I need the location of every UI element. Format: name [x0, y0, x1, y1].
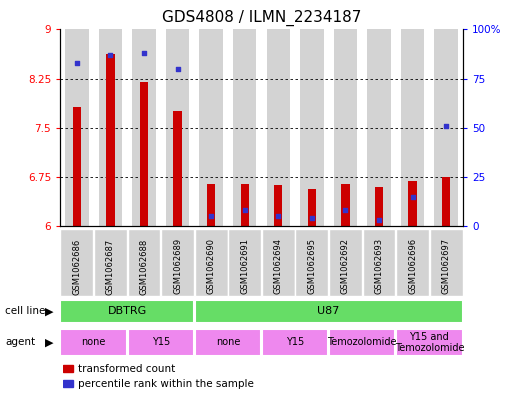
Text: GSM1062688: GSM1062688 — [140, 238, 149, 294]
Bar — [274, 185, 282, 226]
Bar — [161, 229, 194, 296]
Bar — [199, 29, 223, 226]
Bar — [367, 29, 391, 226]
Bar — [396, 229, 429, 296]
Bar — [429, 229, 462, 296]
Text: GSM1062691: GSM1062691 — [240, 238, 249, 294]
Bar — [375, 187, 383, 226]
Text: percentile rank within the sample: percentile rank within the sample — [78, 379, 254, 389]
Bar — [396, 329, 462, 356]
Point — [442, 123, 450, 129]
Text: DBTRG: DBTRG — [108, 307, 147, 316]
Bar — [233, 29, 256, 226]
Bar — [94, 229, 127, 296]
Bar — [241, 184, 249, 226]
Text: U87: U87 — [317, 307, 340, 316]
Text: Y15: Y15 — [152, 337, 170, 347]
Point — [375, 217, 383, 223]
Bar — [195, 229, 228, 296]
Bar — [128, 329, 194, 356]
Point — [308, 215, 316, 221]
Bar — [267, 29, 290, 226]
Point — [140, 50, 148, 56]
Bar — [99, 29, 122, 226]
Text: agent: agent — [5, 337, 36, 347]
Bar — [329, 329, 395, 356]
Bar — [195, 300, 462, 323]
Bar — [166, 29, 189, 226]
Bar — [300, 29, 324, 226]
Text: GSM1062697: GSM1062697 — [441, 238, 451, 294]
Text: GDS4808 / ILMN_2234187: GDS4808 / ILMN_2234187 — [162, 10, 361, 26]
Bar — [65, 29, 89, 226]
Bar — [341, 184, 349, 226]
Text: ▶: ▶ — [46, 307, 54, 316]
Text: GSM1062695: GSM1062695 — [308, 238, 316, 294]
Bar — [73, 107, 81, 226]
Point — [174, 66, 182, 72]
Bar — [63, 380, 73, 387]
Text: GSM1062690: GSM1062690 — [207, 238, 215, 294]
Bar — [195, 329, 261, 356]
Bar — [140, 82, 148, 226]
Bar — [442, 177, 450, 226]
Bar — [228, 229, 261, 296]
Text: ▶: ▶ — [46, 337, 54, 347]
Text: Temozolomide: Temozolomide — [327, 337, 397, 347]
Point — [106, 52, 115, 58]
Bar — [434, 29, 458, 226]
Bar — [128, 229, 161, 296]
Text: GSM1062687: GSM1062687 — [106, 238, 115, 294]
Point — [207, 213, 215, 219]
Point — [73, 60, 81, 66]
Point — [241, 207, 249, 213]
Bar — [408, 181, 417, 226]
Bar — [174, 111, 182, 226]
Bar — [362, 229, 395, 296]
Bar — [262, 329, 328, 356]
Text: GSM1062689: GSM1062689 — [173, 238, 182, 294]
Text: GSM1062694: GSM1062694 — [274, 238, 283, 294]
Bar — [132, 29, 156, 226]
Text: Y15: Y15 — [286, 337, 304, 347]
Bar — [61, 300, 194, 323]
Bar — [308, 189, 316, 226]
Bar — [207, 184, 215, 226]
Bar — [61, 329, 127, 356]
Bar — [401, 29, 424, 226]
Point — [408, 193, 417, 200]
Text: GSM1062686: GSM1062686 — [72, 238, 82, 294]
Bar — [334, 29, 357, 226]
Text: GSM1062693: GSM1062693 — [374, 238, 383, 294]
Text: none: none — [216, 337, 240, 347]
Bar — [61, 229, 94, 296]
Text: Y15 and
Temozolomide: Y15 and Temozolomide — [394, 332, 464, 353]
Text: cell line: cell line — [5, 307, 46, 316]
Bar — [329, 229, 362, 296]
Point — [274, 213, 282, 219]
Bar — [262, 229, 295, 296]
Text: none: none — [82, 337, 106, 347]
Bar — [106, 54, 115, 226]
Text: GSM1062692: GSM1062692 — [341, 238, 350, 294]
Text: GSM1062696: GSM1062696 — [408, 238, 417, 294]
Point — [341, 207, 349, 213]
Text: transformed count: transformed count — [78, 364, 176, 374]
Bar — [63, 365, 73, 372]
Bar — [295, 229, 328, 296]
